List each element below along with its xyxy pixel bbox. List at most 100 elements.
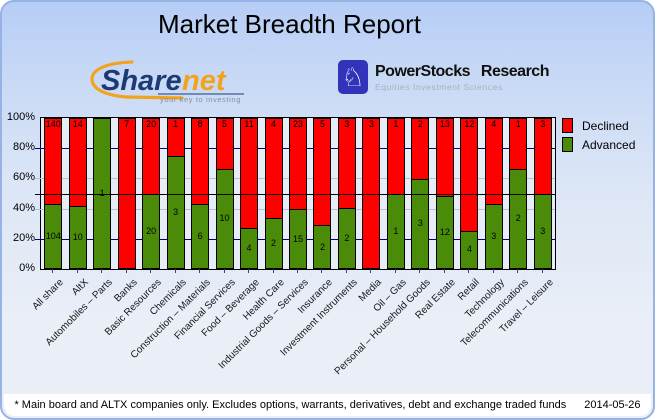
advanced-count-label: 2 — [271, 238, 277, 249]
advanced-count-label: 6 — [197, 231, 203, 242]
advanced-count-label: 10 — [219, 213, 230, 224]
advanced-segment: 1 — [387, 193, 404, 268]
declined-count-label: 2 — [417, 119, 423, 129]
x-tick — [223, 269, 225, 273]
x-tick — [468, 269, 470, 273]
declined-count-label: 1 — [173, 119, 179, 129]
footer-note: * Main board and ALTX companies only. Ex… — [14, 399, 567, 411]
advanced-count-label: 3 — [540, 225, 546, 236]
declined-count-label: 20 — [146, 119, 157, 129]
declined-swatch-icon — [562, 118, 573, 133]
advanced-count-label: 2 — [515, 213, 521, 224]
declined-count-label: 13 — [439, 119, 450, 129]
declined-count-label: 140 — [45, 119, 61, 129]
x-tick — [370, 269, 372, 273]
advanced-segment: 20 — [143, 193, 160, 268]
advanced-segment: 104 — [45, 204, 62, 268]
chart-plot-area: 1401041410172020138651011442231552323112… — [35, 117, 556, 270]
advanced-segment: 2 — [510, 168, 527, 268]
declined-count-label: 8 — [197, 119, 203, 129]
declined-segment: 8 — [192, 119, 209, 205]
advanced-segment: 4 — [241, 228, 258, 268]
advanced-segment: 2 — [338, 208, 355, 268]
advanced-segment: 4 — [461, 230, 478, 268]
x-tick — [125, 269, 127, 273]
advanced-count-label: 1 — [393, 225, 399, 236]
sharenet-swoosh-icon — [90, 60, 184, 100]
advanced-segment: 3 — [485, 204, 502, 268]
declined-segment: 11 — [241, 119, 258, 229]
sharenet-logo-art: Share net your key to investing — [90, 60, 244, 104]
declined-segment: 23 — [290, 119, 306, 210]
declined-count-label: 23 — [292, 119, 303, 129]
x-tick — [321, 269, 323, 273]
x-tick — [517, 269, 519, 273]
x-tick — [248, 269, 250, 273]
y-tick-80 — [35, 148, 41, 150]
advanced-segment: 3 — [534, 193, 551, 268]
advanced-count-label: 2 — [319, 241, 325, 252]
advanced-count-label: 3 — [173, 207, 179, 218]
x-tick — [52, 269, 54, 273]
declined-count-label: 7 — [124, 119, 130, 129]
y-tick-60 — [35, 178, 41, 180]
sharenet-name-net: net — [182, 65, 227, 97]
declined-count-label: 1 — [515, 119, 521, 129]
x-tick — [394, 269, 396, 273]
declined-segment: 140 — [45, 119, 62, 205]
declined-count-label: 4 — [491, 119, 497, 129]
advanced-count-label: 20 — [146, 225, 157, 236]
footer: * Main board and ALTX companies only. Ex… — [4, 394, 651, 416]
x-tick — [443, 269, 445, 273]
declined-count-label: 14 — [72, 119, 83, 129]
advanced-count-label: 2 — [344, 233, 350, 244]
x-tick — [492, 269, 494, 273]
y-tick-label: 60% — [12, 171, 35, 184]
declined-segment: 1 — [167, 119, 184, 157]
legend: Declined Advanced — [562, 118, 635, 156]
chess-knight-icon: ♘ — [338, 60, 368, 94]
advanced-segment: 15 — [290, 209, 306, 268]
advanced-count-label: 15 — [292, 233, 303, 244]
advanced-count-label: 12 — [439, 227, 450, 238]
advanced-count-label: 3 — [491, 231, 497, 242]
declined-count-label: 3 — [344, 119, 350, 129]
declined-segment: 4 — [485, 119, 502, 205]
advanced-segment: 12 — [436, 196, 453, 268]
declined-segment: 3 — [534, 119, 551, 194]
x-tick — [101, 269, 103, 273]
advanced-count-label: 1 — [100, 188, 105, 199]
y-tick-label: 40% — [12, 201, 35, 214]
declined-segment: 4 — [265, 119, 282, 219]
y-tick-40 — [35, 208, 41, 210]
advanced-swatch-icon — [562, 137, 573, 152]
declined-segment: 3 — [338, 119, 355, 209]
declined-count-label: 5 — [222, 119, 228, 129]
x-tick — [272, 269, 274, 273]
advanced-count-label: 104 — [45, 231, 61, 242]
legend-label-declined: Declined — [582, 118, 629, 133]
declined-segment: 13 — [436, 119, 453, 197]
advanced-count-label: 3 — [417, 218, 423, 229]
declined-segment: 1 — [510, 119, 527, 169]
advanced-segment: 10 — [216, 168, 233, 268]
footer-date: 2014-05-26 — [584, 399, 641, 411]
y-tick-label: 80% — [12, 141, 35, 154]
powerstocks-tagline: Equities Investment Sciences — [375, 82, 503, 92]
advanced-segment: 3 — [412, 178, 429, 268]
legend-item-declined: Declined — [562, 118, 635, 133]
declined-count-label: 1 — [393, 119, 399, 129]
x-axis: All share AltX Automobiles – Parts Banks Bas… — [31, 269, 556, 399]
declined-segment: 2 — [412, 119, 429, 179]
advanced-segment: 10 — [69, 205, 86, 268]
advanced-segment: 3 — [167, 156, 184, 268]
sharenet-logo: Share net your key to investing — [86, 56, 254, 109]
sharenet-name-share: Share — [101, 65, 182, 97]
legend-label-advanced: Advanced — [582, 137, 636, 152]
declined-segment: 12 — [461, 119, 478, 231]
y-tick-label: 0% — [19, 262, 35, 274]
advanced-count-label: 10 — [72, 231, 83, 242]
